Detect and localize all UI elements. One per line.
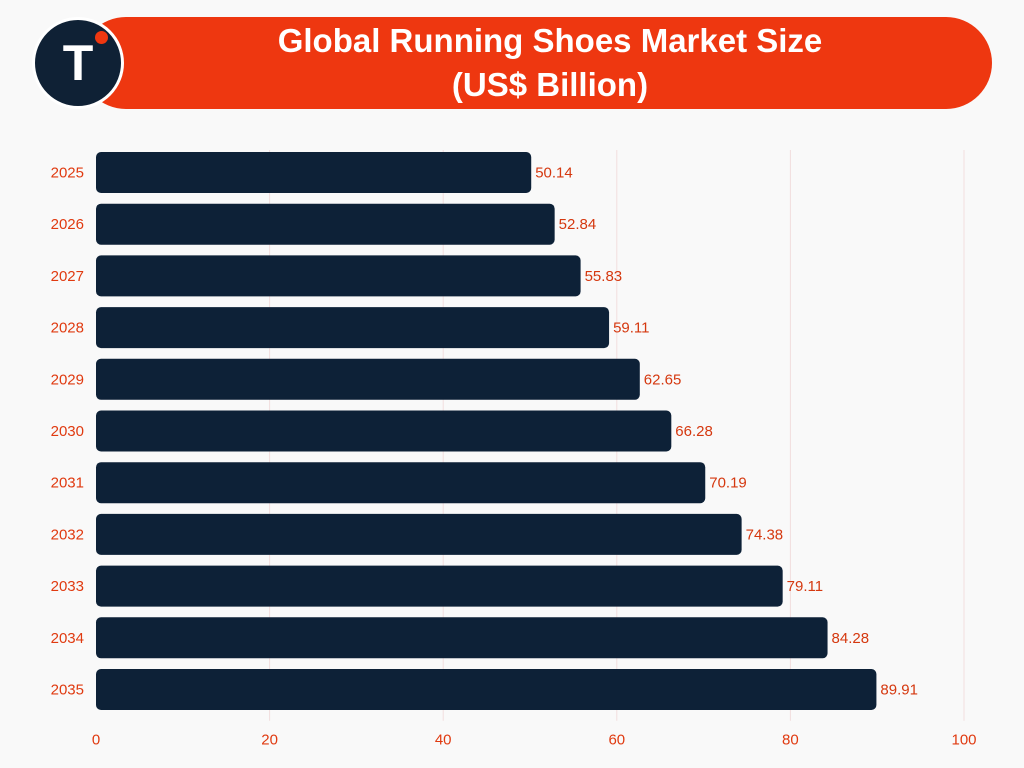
data-label: 84.28: [832, 630, 870, 647]
logo-dot-icon: [95, 31, 108, 44]
data-label: 79.11: [787, 578, 823, 595]
data-label: 55.83: [585, 268, 623, 285]
brand-logo: T: [32, 17, 124, 109]
category-label: 2031: [51, 475, 84, 492]
bar-2028: [96, 307, 610, 349]
x-tick-label: 40: [435, 732, 452, 749]
bar-2030: [96, 410, 672, 452]
data-label: 89.91: [880, 682, 918, 699]
category-label: 2028: [51, 320, 84, 337]
category-label: 2033: [51, 578, 84, 595]
category-label: 2029: [51, 371, 84, 388]
bar-2035: [96, 669, 877, 710]
data-label: 50.14: [535, 165, 573, 182]
data-label: 70.19: [709, 475, 747, 492]
data-label: 62.65: [644, 371, 682, 388]
category-label: 2035: [51, 682, 84, 699]
bar-2026: [96, 203, 555, 245]
bar-2027: [96, 255, 581, 297]
data-label: 52.84: [559, 216, 597, 233]
bar-2029: [96, 358, 640, 400]
bar-2031: [96, 462, 706, 504]
category-label: 2034: [51, 630, 84, 647]
bar-2034: [96, 617, 828, 659]
data-label: 59.11: [613, 320, 649, 337]
data-label: 66.28: [675, 423, 713, 440]
x-tick-label: 0: [92, 732, 100, 749]
x-tick-label: 60: [608, 732, 625, 749]
category-label: 2025: [51, 165, 84, 182]
bar-2025: [96, 152, 532, 193]
bar-2032: [96, 513, 742, 555]
x-tick-label: 20: [261, 732, 278, 749]
category-label: 2026: [51, 216, 84, 233]
title-banner: [80, 17, 992, 109]
x-tick-label: 80: [782, 732, 799, 749]
chart-title-line-1: Global Running Shoes Market Size: [277, 22, 823, 59]
category-label: 2032: [51, 526, 84, 543]
data-label: 74.38: [746, 526, 784, 543]
logo-letter: T: [62, 35, 94, 91]
chart-title: Global Running Shoes Market Size (US$ Bi…: [170, 18, 930, 108]
chart-title-line-2: (US$ Billion): [451, 66, 649, 103]
bar-2033: [96, 565, 783, 607]
x-tick-label: 100: [951, 732, 976, 749]
category-label: 2030: [51, 423, 84, 440]
category-label: 2027: [51, 268, 84, 285]
